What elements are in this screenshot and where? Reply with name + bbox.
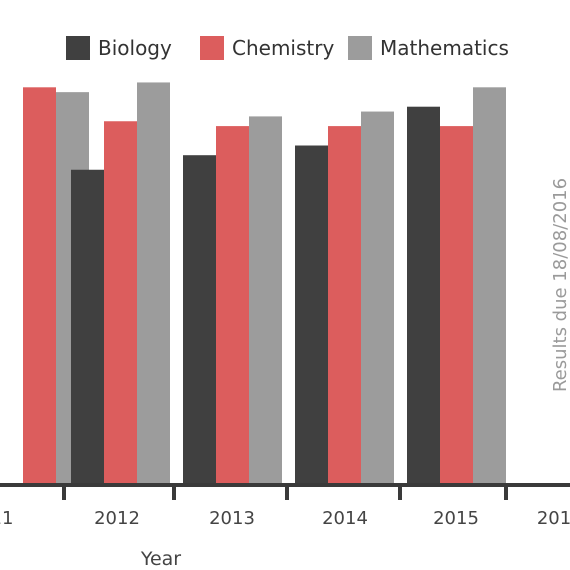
bar-mathematics-2013 bbox=[249, 116, 282, 486]
x-axis: 11 2012 2013 2014 2015 201 bbox=[0, 483, 570, 529]
legend-item-chemistry: Chemistry bbox=[200, 36, 334, 60]
bar-mathematics-2014 bbox=[361, 111, 394, 486]
legend-swatch-mathematics bbox=[348, 36, 372, 60]
x-axis-title: Year bbox=[140, 548, 181, 570]
x-tick-label-2011: 11 bbox=[0, 508, 13, 529]
x-tick-label-2015: 2015 bbox=[433, 508, 479, 529]
legend-label-biology: Biology bbox=[98, 36, 172, 60]
bar-biology-2012 bbox=[71, 169, 104, 485]
bar-biology-2015 bbox=[407, 106, 440, 485]
legend-swatch-biology bbox=[66, 36, 90, 60]
bar-mathematics-2015 bbox=[473, 87, 506, 486]
results-note: Results due 18/08/2016 bbox=[550, 178, 570, 392]
bar-chemistry-2013 bbox=[216, 126, 249, 485]
legend-label-chemistry: Chemistry bbox=[232, 36, 334, 60]
legend: Biology Chemistry Mathematics bbox=[66, 36, 509, 60]
bars-layer bbox=[23, 82, 506, 486]
x-tick-label-2012: 2012 bbox=[94, 508, 140, 529]
bar-mathematics-2012 bbox=[137, 82, 170, 485]
legend-item-mathematics: Mathematics bbox=[348, 36, 509, 60]
legend-label-mathematics: Mathematics bbox=[380, 36, 509, 60]
legend-swatch-chemistry bbox=[200, 36, 224, 60]
bar-biology-2013 bbox=[183, 155, 216, 485]
bar-chemistry-2014 bbox=[328, 126, 361, 485]
legend-item-biology: Biology bbox=[66, 36, 172, 60]
bar-chemistry-2011 bbox=[23, 87, 56, 486]
bar-biology-2014 bbox=[295, 145, 328, 485]
bar-chemistry-2012 bbox=[104, 121, 137, 485]
x-tick-label-2016: 201 bbox=[537, 508, 570, 529]
bar-chemistry-2015 bbox=[440, 126, 473, 485]
x-tick-label-2013: 2013 bbox=[209, 508, 255, 529]
x-tick-label-2014: 2014 bbox=[322, 508, 368, 529]
